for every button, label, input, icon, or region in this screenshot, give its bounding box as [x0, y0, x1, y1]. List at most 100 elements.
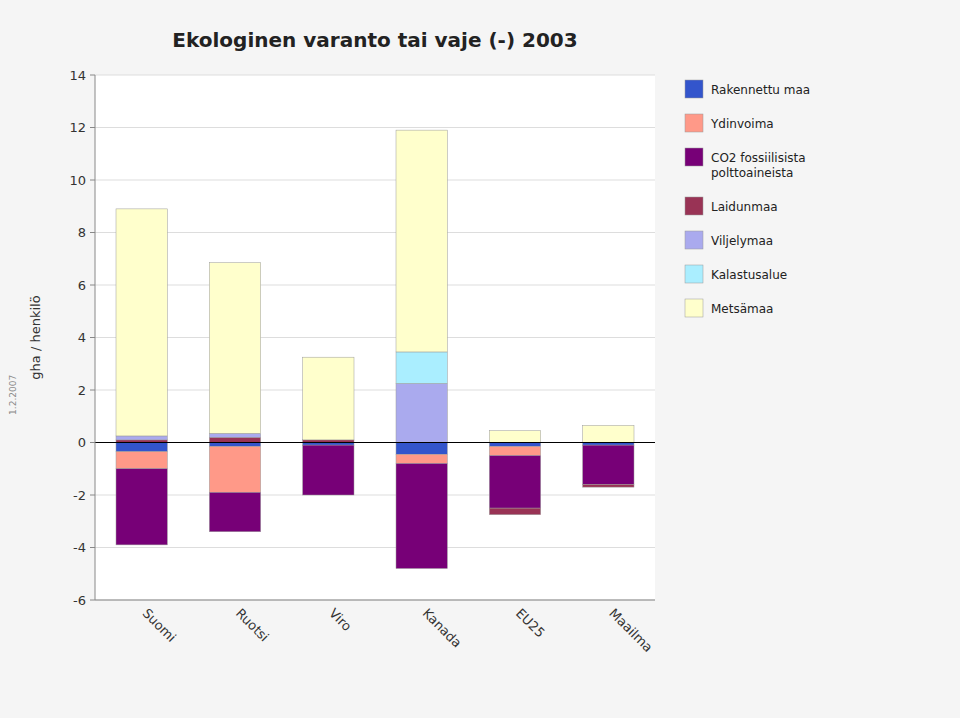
legend-swatch: [685, 299, 703, 317]
grid-line: [95, 337, 655, 338]
bar-segment: [116, 209, 167, 436]
grid-line: [95, 442, 655, 443]
grid-line: [95, 285, 655, 286]
y-tick-label: 6: [78, 278, 86, 293]
legend-label-line: Viljelymaa: [711, 234, 773, 248]
y-axis-line: [95, 75, 96, 600]
x-tick-label: Kanada: [420, 606, 465, 651]
y-tick: [90, 232, 95, 233]
legend-label-line: Kalastusalue: [711, 268, 787, 282]
legend: Rakennettu maa Ydinvoima CO2 fossiilisista…: [685, 80, 810, 317]
y-tick-label: 10: [69, 173, 86, 188]
y-tick-label: 0: [78, 435, 86, 450]
y-tick: [90, 390, 95, 391]
bar-segment: [303, 445, 354, 495]
bar-segment: [583, 485, 634, 488]
legend-label-line: Rakennettu maa: [711, 83, 810, 97]
y-tick: [90, 547, 95, 548]
bar-segment: [489, 446, 540, 455]
legend-swatch: [685, 80, 703, 98]
bar-segment: [489, 508, 540, 515]
x-tick-label: Suomi: [140, 606, 179, 645]
legend-label: Ydinvoima: [710, 117, 774, 131]
y-tick: [90, 495, 95, 496]
x-axis-line: [95, 600, 655, 601]
y-tick-label: 4: [78, 330, 86, 345]
grid-line: [95, 495, 655, 496]
legend-label: Laidunmaa: [711, 200, 778, 214]
grid-line: [95, 127, 655, 128]
bar-segment: [489, 443, 540, 447]
bar-segment: [116, 436, 167, 440]
y-tick-label: -6: [73, 593, 86, 608]
legend-swatch: [685, 197, 703, 215]
bar-segment: [116, 469, 167, 545]
bar-segment: [396, 464, 447, 569]
legend-label: CO2 fossiilisistapolttoaineista: [711, 151, 806, 180]
grid-line: [95, 232, 655, 233]
y-tick-label: 8: [78, 225, 86, 240]
bar-segment: [396, 130, 447, 352]
y-tick-label: -2: [73, 488, 86, 503]
y-tick: [90, 337, 95, 338]
x-axis: Suomi Ruotsi Viro Kanada EU25 Maailma: [140, 606, 656, 656]
legend-swatch: [685, 265, 703, 283]
y-tick: [90, 285, 95, 286]
bar-segment: [209, 433, 260, 437]
legend-swatch: [685, 114, 703, 132]
y-tick-label: 14: [69, 68, 86, 83]
grid: [95, 75, 655, 600]
grid-line: [95, 600, 655, 601]
x-tick-label: Viro: [326, 606, 354, 634]
bar-segment: [116, 452, 167, 469]
y-tick-label: -4: [73, 540, 86, 555]
y-tick-label: 2: [78, 383, 86, 398]
legend-swatch: [685, 148, 703, 166]
plot-background: [95, 75, 655, 600]
grid-line: [95, 75, 655, 76]
y-tick: [90, 127, 95, 128]
x-tick-label: Ruotsi: [233, 606, 272, 645]
bars: [116, 130, 634, 568]
chart: -6 -4 -2 0 2 4 6 8 10 12 14 Suomi Ruotsi Viro Kanada EU…: [0, 0, 960, 718]
y-tick: [90, 75, 95, 76]
grid-line: [95, 180, 655, 181]
x-tick-label: EU25: [513, 606, 548, 641]
y-tick: [90, 442, 95, 443]
legend-label-line: CO2 fossiilisista: [711, 151, 806, 165]
y-tick: [90, 600, 95, 601]
legend-swatch: [685, 231, 703, 249]
legend-label-line: Laidunmaa: [711, 200, 778, 214]
legend-label-line: Metsämaa: [711, 302, 773, 316]
bar-segment: [116, 443, 167, 452]
bar-segment: [209, 443, 260, 447]
bar-segment: [583, 425, 634, 442]
grid-line: [95, 547, 655, 548]
bar-segment: [209, 446, 260, 492]
bar-segment: [209, 492, 260, 531]
grid-line: [95, 390, 655, 391]
legend-label-line: polttoaineista: [711, 166, 793, 180]
bar-segment: [209, 437, 260, 442]
bar-segment: [209, 263, 260, 434]
legend-label: Metsämaa: [711, 302, 773, 316]
zero-line: [95, 442, 655, 443]
legend-label: Viljelymaa: [711, 234, 773, 248]
annotation: 1.2.2007: [8, 375, 18, 415]
legend-label-line: Ydinvoima: [710, 117, 774, 131]
bar-segment: [303, 357, 354, 440]
legend-label: Rakennettu maa: [711, 83, 810, 97]
bar-segment: [396, 454, 447, 463]
legend-label: Kalastusalue: [711, 268, 787, 282]
y-axis-label: gha / henkilö: [28, 295, 43, 379]
bar-segment: [489, 456, 540, 509]
x-tick-label: Maailma: [606, 606, 656, 656]
y-tick-label: 12: [69, 120, 86, 135]
bar-segment: [396, 352, 447, 384]
bar-segment: [583, 445, 634, 484]
bar-segment: [396, 443, 447, 455]
bar-segment: [396, 383, 447, 442]
title: Ekologinen varanto tai vaje (-) 2003: [172, 28, 577, 52]
y-axis: -6 -4 -2 0 2 4 6 8 10 12 14: [69, 68, 95, 608]
y-tick: [90, 180, 95, 181]
